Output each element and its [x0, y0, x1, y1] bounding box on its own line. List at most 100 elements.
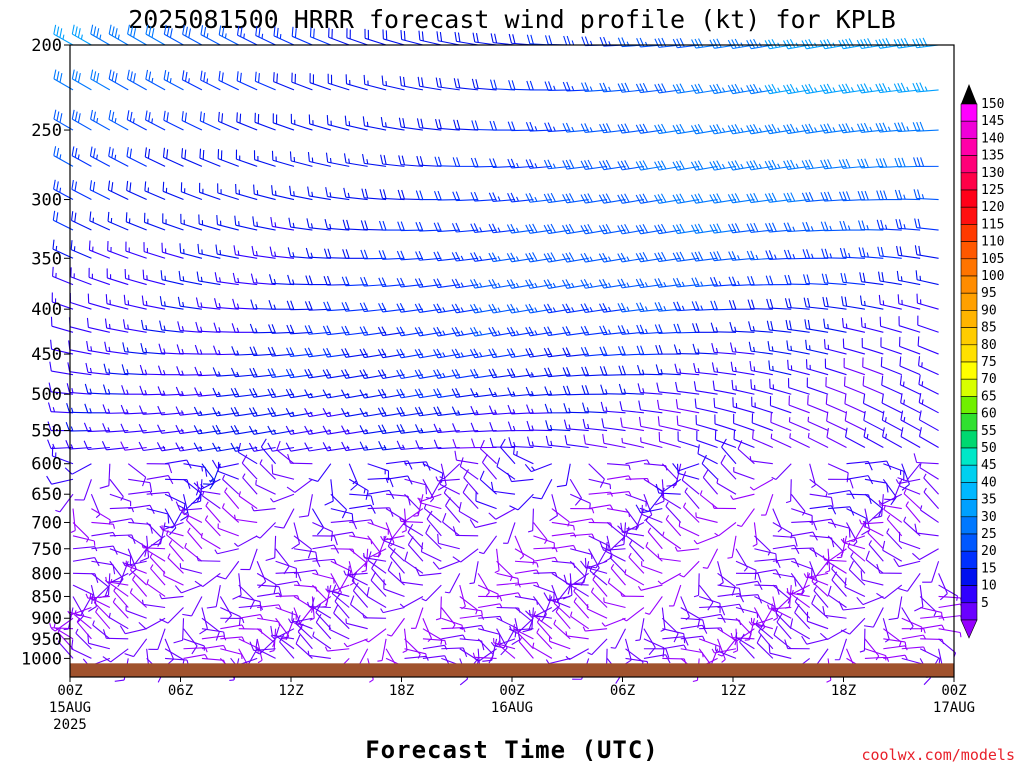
wind-barb	[580, 560, 608, 569]
wind-barb	[872, 494, 884, 519]
wind-barb	[139, 535, 150, 563]
wind-barb	[220, 636, 245, 642]
wind-barb	[433, 251, 460, 262]
wind-barb	[325, 187, 350, 201]
wind-barb	[563, 403, 589, 414]
wind-barb	[569, 478, 582, 506]
wind-barb	[805, 359, 829, 376]
wind-barb	[588, 535, 609, 551]
wind-barb	[249, 388, 276, 398]
wind-barb	[514, 581, 540, 587]
wind-barb	[197, 243, 221, 259]
wind-barb	[562, 223, 589, 235]
wind-barb	[698, 584, 714, 611]
wind-barb	[348, 463, 359, 491]
wind-barb	[293, 557, 321, 568]
wind-barb	[214, 272, 239, 286]
wind-barb	[129, 565, 148, 586]
wind-barb	[893, 558, 921, 568]
wind-barb	[712, 503, 737, 510]
wind-barb	[914, 218, 939, 231]
wind-barb	[433, 348, 460, 359]
wind-barb	[821, 273, 847, 286]
wind-barb	[863, 410, 884, 432]
wind-barb	[232, 272, 258, 286]
wind-barb	[496, 457, 516, 480]
wind-barb	[672, 463, 700, 472]
wind-barb	[179, 563, 203, 574]
wind-barb	[856, 83, 884, 94]
colorbar-tick-label: 85	[981, 321, 997, 336]
wind-barb	[233, 514, 258, 524]
wind-barb	[881, 375, 902, 395]
wind-barb	[771, 603, 792, 619]
wind-barb	[352, 582, 369, 608]
wind-barb	[773, 625, 792, 650]
wind-barb	[232, 298, 258, 310]
colorbar-cell	[960, 155, 978, 174]
wind-barb	[862, 393, 884, 414]
x-tick-label: 00Z	[499, 683, 524, 699]
wind-barb	[178, 270, 203, 286]
wind-barb	[654, 223, 681, 235]
colorbar-tick-label: 150	[981, 97, 1004, 112]
wind-barb	[555, 607, 571, 630]
wind-barb	[196, 556, 221, 562]
wind-barb	[803, 274, 829, 286]
wind-barb	[400, 508, 424, 522]
wind-barb	[755, 620, 774, 640]
y-tick-label: 850	[31, 587, 62, 607]
wind-barb	[196, 271, 221, 286]
wind-barb	[662, 531, 682, 550]
wind-barb	[88, 267, 111, 286]
wind-barb	[254, 112, 276, 131]
wind-barb	[654, 251, 681, 263]
wind-barb	[276, 440, 295, 465]
wind-barb	[180, 182, 203, 201]
wind-barb	[459, 606, 483, 616]
wind-barb	[220, 648, 243, 660]
wind-barb	[437, 533, 460, 550]
wind-barb	[668, 584, 682, 607]
wind-barb	[543, 303, 571, 314]
wind-barb	[916, 293, 939, 310]
wind-barb	[270, 216, 295, 231]
wind-barb	[343, 153, 368, 167]
wind-barb	[367, 535, 382, 558]
wind-barb	[268, 274, 295, 286]
wind-barb	[181, 111, 203, 131]
wind-barb	[162, 213, 184, 231]
wind-barb	[746, 123, 773, 135]
wind-barb	[359, 425, 387, 435]
wind-barb	[746, 192, 773, 204]
wind-barb	[827, 557, 847, 574]
wind-barb	[727, 193, 755, 204]
wind-barb	[551, 544, 577, 550]
wind-barb	[433, 303, 460, 314]
wind-barb	[919, 462, 939, 480]
wind-barb	[341, 425, 368, 435]
wind-barb	[896, 245, 921, 259]
wind-barb	[322, 408, 350, 418]
wind-barb	[236, 112, 258, 131]
colorbar-cell	[960, 585, 978, 604]
wind-barb	[163, 570, 184, 586]
wind-barb	[290, 113, 313, 131]
wind-barb	[312, 631, 332, 650]
wind-barb	[635, 123, 663, 134]
wind-barb	[159, 607, 184, 624]
wind-barb	[200, 70, 221, 91]
wind-barb	[175, 442, 203, 452]
wind-barb	[322, 425, 350, 435]
wind-barb	[322, 442, 350, 452]
wind-barb	[920, 624, 945, 630]
wind-barb	[514, 535, 525, 560]
wind-barb	[439, 463, 461, 480]
wind-barb	[451, 222, 479, 233]
wind-barb	[359, 441, 387, 451]
wind-barb	[876, 190, 902, 201]
wind-barb	[551, 532, 577, 538]
wind-barb	[840, 617, 866, 635]
wind-barb	[414, 406, 442, 417]
wind-barb	[710, 300, 737, 311]
